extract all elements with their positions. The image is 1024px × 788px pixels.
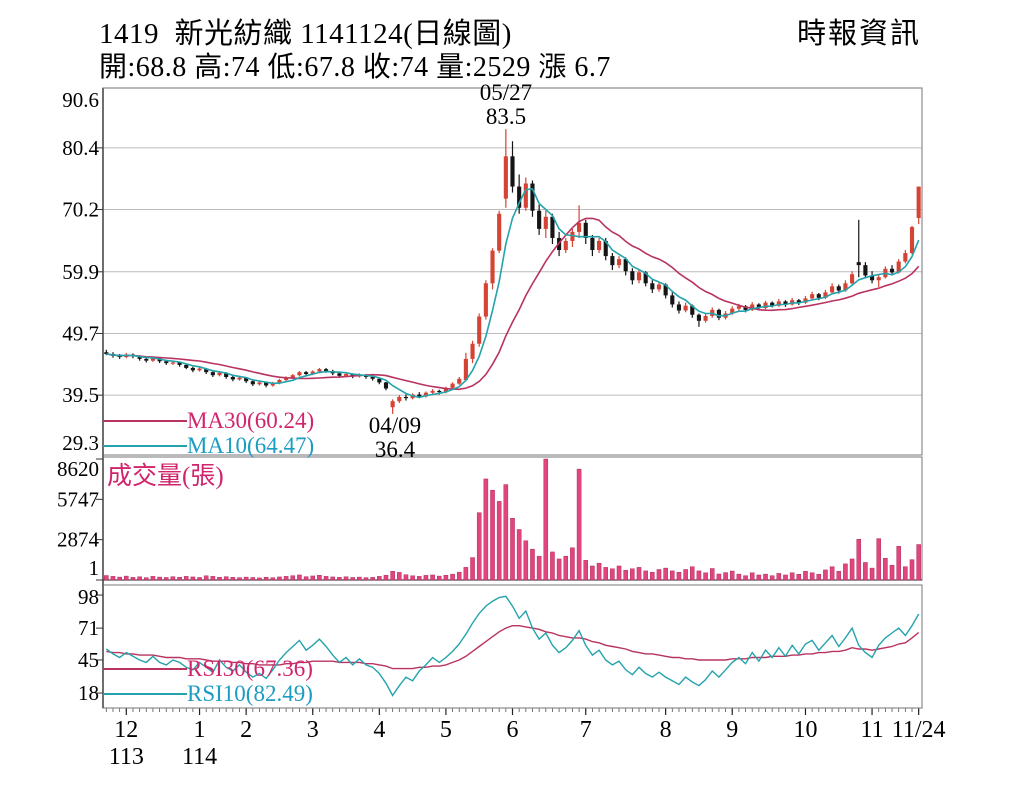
svg-text:11/24: 11/24 [892, 717, 946, 743]
svg-text:7: 7 [580, 717, 592, 743]
svg-text:49.7: 49.7 [62, 321, 99, 345]
ma-lines-layer [106, 188, 920, 399]
svg-text:4: 4 [373, 717, 385, 743]
svg-text:70.2: 70.2 [62, 198, 99, 222]
trough-date: 04/09 [368, 413, 422, 438]
ma10-legend-label: MA10(64.47) [187, 433, 315, 458]
ma10-legend-row: MA10(64.47) [103, 433, 314, 458]
svg-text:59.9: 59.9 [62, 260, 99, 284]
rsi-legend: RSI30(67.36) RSI10(82.49) [103, 656, 313, 706]
rsi30-legend-row: RSI30(67.36) [103, 656, 313, 681]
svg-text:18: 18 [78, 681, 99, 705]
trough-price: 36.4 [374, 437, 416, 462]
rsi30-legend-label: RSI30(67.36) [187, 656, 313, 681]
rsi30-line-sample [103, 667, 187, 670]
ma10-line-sample [103, 444, 187, 447]
svg-text:71: 71 [78, 616, 99, 640]
svg-text:5747: 5747 [57, 487, 99, 511]
svg-text:113: 113 [109, 744, 144, 770]
svg-text:8: 8 [660, 717, 672, 743]
svg-text:5: 5 [440, 717, 452, 743]
peak-date: 05/27 [479, 80, 533, 105]
rsi10-legend-label: RSI10(82.49) [187, 681, 313, 706]
volume-bars-layer [104, 458, 921, 581]
data-source-label: 時報資訊 [797, 18, 922, 50]
svg-text:45: 45 [78, 648, 99, 672]
svg-text:9: 9 [726, 717, 738, 743]
svg-text:10: 10 [793, 717, 817, 743]
svg-text:2874: 2874 [57, 528, 100, 552]
peak-annotation: 05/27 83.5 [456, 81, 556, 129]
svg-text:11: 11 [861, 717, 884, 743]
svg-text:1: 1 [194, 717, 206, 743]
svg-text:2: 2 [240, 717, 252, 743]
svg-text:6: 6 [507, 717, 519, 743]
ohlc-quote-line: 開:68.8 高:74 低:67.8 收:74 量:2529 漲 6.7 [99, 52, 611, 83]
svg-text:90.6: 90.6 [62, 88, 99, 112]
svg-text:1: 1 [89, 556, 100, 580]
peak-price: 83.5 [485, 104, 527, 129]
svg-text:12: 12 [114, 717, 138, 743]
svg-text:114: 114 [182, 744, 217, 770]
volume-panel-label: 成交量(張) [107, 463, 224, 490]
ma-legend: MA30(60.24) MA10(64.47) [103, 408, 314, 458]
rsi10-legend-row: RSI10(82.49) [103, 681, 313, 706]
svg-text:29.3: 29.3 [62, 431, 99, 455]
ma30-line-sample [103, 419, 187, 422]
trough-annotation: 04/09 36.4 [343, 414, 447, 462]
rsi-lines-layer [105, 595, 920, 697]
svg-text:8620: 8620 [57, 457, 99, 481]
ma30-legend-row: MA30(60.24) [103, 408, 314, 433]
svg-text:3: 3 [307, 717, 319, 743]
svg-text:39.5: 39.5 [62, 383, 99, 407]
svg-text:98: 98 [78, 585, 99, 609]
rsi10-line-sample [103, 692, 187, 695]
svg-text:80.4: 80.4 [62, 136, 99, 160]
chart-title: 1419 新光紡織 1141124(日線圖) [99, 18, 512, 50]
ma30-legend-label: MA30(60.24) [187, 408, 315, 433]
